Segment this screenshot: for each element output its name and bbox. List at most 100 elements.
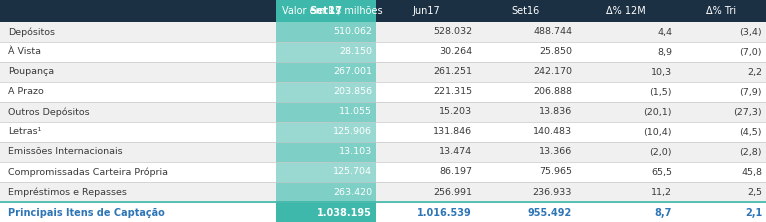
Text: Compromissadas Carteira Própria: Compromissadas Carteira Própria [8, 167, 168, 177]
Bar [476, 82, 576, 102]
Text: 267.001: 267.001 [333, 67, 372, 77]
Bar [676, 122, 766, 142]
Text: 13.836: 13.836 [538, 107, 572, 117]
Text: 1.038.195: 1.038.195 [317, 208, 372, 218]
Bar [0, 62, 276, 82]
Text: 203.856: 203.856 [333, 87, 372, 97]
Bar [576, 82, 676, 102]
Text: (27,3): (27,3) [733, 107, 762, 117]
Bar [276, 42, 376, 62]
Text: Emissões Internacionais: Emissões Internacionais [8, 147, 123, 157]
Text: À Vista: À Vista [8, 48, 41, 57]
Bar [676, 202, 766, 222]
Bar [376, 202, 476, 222]
Text: 221.315: 221.315 [433, 87, 472, 97]
Text: (20,1): (20,1) [643, 107, 672, 117]
Bar [376, 142, 476, 162]
Bar [476, 142, 576, 162]
Bar [576, 102, 676, 122]
Text: 28.150: 28.150 [339, 48, 372, 57]
Text: 65,5: 65,5 [651, 168, 672, 176]
Bar [276, 162, 376, 182]
Bar [576, 42, 676, 62]
Bar [676, 162, 766, 182]
Bar [376, 102, 476, 122]
Bar [276, 122, 376, 142]
Bar [0, 22, 276, 42]
Bar [276, 142, 376, 162]
Bar [376, 162, 476, 182]
Text: Letras¹: Letras¹ [8, 127, 41, 137]
Bar [676, 0, 766, 22]
Text: 528.032: 528.032 [433, 28, 472, 36]
Text: (7,0): (7,0) [739, 48, 762, 57]
Bar [376, 62, 476, 82]
Bar [276, 82, 376, 102]
Bar [476, 22, 576, 42]
Bar [576, 202, 676, 222]
Text: 25.850: 25.850 [539, 48, 572, 57]
Bar [0, 162, 276, 182]
Text: 13.474: 13.474 [439, 147, 472, 157]
Bar [476, 162, 576, 182]
Bar [676, 142, 766, 162]
Text: 510.062: 510.062 [333, 28, 372, 36]
Bar [576, 142, 676, 162]
Bar [0, 122, 276, 142]
Text: 13.366: 13.366 [538, 147, 572, 157]
Bar [576, 122, 676, 142]
Bar [476, 182, 576, 202]
Bar [476, 102, 576, 122]
Bar [576, 162, 676, 182]
Text: 4,4: 4,4 [657, 28, 672, 36]
Bar [676, 22, 766, 42]
Bar [676, 102, 766, 122]
Text: 11,2: 11,2 [651, 188, 672, 196]
Bar [476, 122, 576, 142]
Text: 125.906: 125.906 [333, 127, 372, 137]
Text: 15.203: 15.203 [439, 107, 472, 117]
Bar [376, 122, 476, 142]
Text: 242.170: 242.170 [533, 67, 572, 77]
Bar [0, 102, 276, 122]
Bar [276, 22, 376, 42]
Text: (3,4): (3,4) [739, 28, 762, 36]
Text: Δ% Tri: Δ% Tri [706, 6, 736, 16]
Bar [576, 182, 676, 202]
Bar [476, 42, 576, 62]
Text: Jun17: Jun17 [412, 6, 440, 16]
Text: 11.055: 11.055 [339, 107, 372, 117]
Bar [276, 62, 376, 82]
Bar [376, 42, 476, 62]
Text: 75.965: 75.965 [539, 168, 572, 176]
Text: 236.933: 236.933 [532, 188, 572, 196]
Bar [376, 0, 476, 22]
Bar [276, 182, 376, 202]
Text: 8,7: 8,7 [655, 208, 672, 218]
Text: Δ% 12M: Δ% 12M [606, 6, 646, 16]
Text: 263.420: 263.420 [333, 188, 372, 196]
Bar [576, 0, 676, 22]
Bar [576, 22, 676, 42]
Bar [0, 42, 276, 62]
Text: Depósitos: Depósitos [8, 27, 55, 37]
Text: Empréstimos e Repasses: Empréstimos e Repasses [8, 187, 127, 197]
Text: 2,5: 2,5 [747, 188, 762, 196]
Bar [676, 62, 766, 82]
Bar [0, 202, 276, 222]
Bar [576, 62, 676, 82]
Text: 2,2: 2,2 [747, 67, 762, 77]
Text: 131.846: 131.846 [433, 127, 472, 137]
Text: A Prazo: A Prazo [8, 87, 44, 97]
Text: 955.492: 955.492 [528, 208, 572, 218]
Text: 10,3: 10,3 [651, 67, 672, 77]
Bar [0, 182, 276, 202]
Bar [676, 82, 766, 102]
Bar [276, 0, 376, 22]
Text: (4,5): (4,5) [739, 127, 762, 137]
Bar [676, 182, 766, 202]
Text: 140.483: 140.483 [533, 127, 572, 137]
Text: Poupança: Poupança [8, 67, 54, 77]
Bar [476, 0, 576, 22]
Text: (2,8): (2,8) [739, 147, 762, 157]
